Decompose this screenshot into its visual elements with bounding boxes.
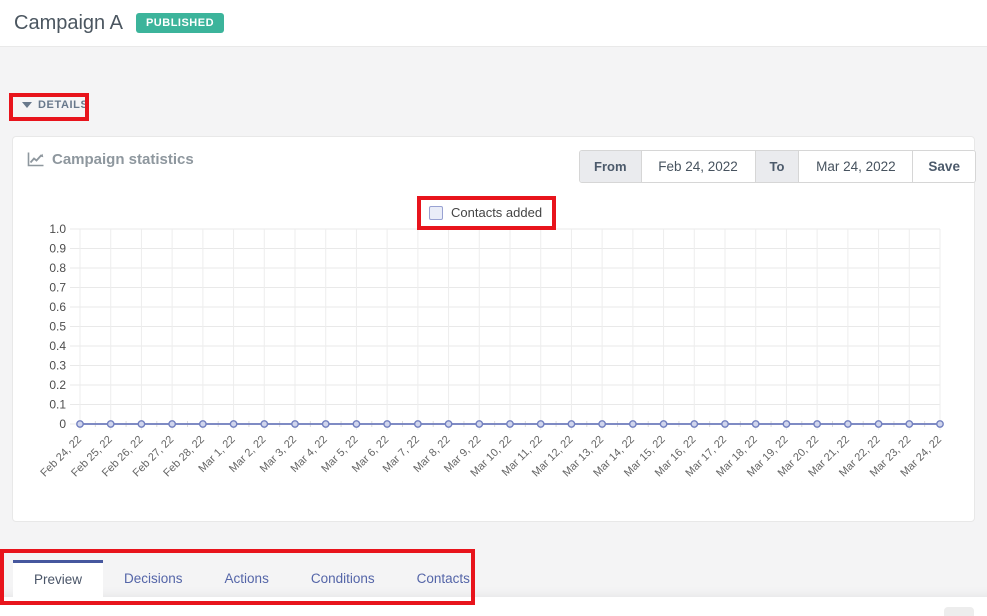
svg-text:0: 0 [59,417,66,431]
scroll-top-button-partial[interactable] [944,607,974,616]
from-label: From [580,151,642,182]
tab-preview[interactable]: Preview [13,560,104,597]
svg-text:0.1: 0.1 [49,398,66,412]
grid-lines [70,228,941,430]
line-chart-icon [27,152,44,167]
tab-conditions[interactable]: Conditions [310,571,375,586]
panel-title: Campaign statistics [27,151,194,168]
page-title: Campaign A [14,11,123,34]
to-label: To [755,151,800,182]
tab-actions[interactable]: Actions [224,571,269,586]
series-contacts-added [76,420,944,428]
svg-text:0.4: 0.4 [49,339,66,353]
y-axis-labels: 0 0.1 0.2 0.3 0.4 0.5 0.6 0.7 0.8 0.9 1.0 [49,222,66,431]
details-toggle-label: DETAILS [38,99,89,111]
details-toggle[interactable]: DETAILS [22,99,88,111]
panel-title-text: Campaign statistics [52,151,194,168]
legend-checkbox[interactable] [429,205,443,220]
svg-text:0.6: 0.6 [49,300,66,314]
status-badge: PUBLISHED [135,13,225,33]
to-date-input[interactable] [799,151,914,182]
svg-text:0.8: 0.8 [49,261,66,275]
svg-text:0.9: 0.9 [49,242,66,256]
from-date-input[interactable] [641,151,756,182]
svg-text:0.5: 0.5 [49,320,66,334]
date-range-group: From To Save [579,150,976,183]
svg-text:0.2: 0.2 [49,378,66,392]
tabs-bar: Preview Decisions Actions Conditions Contact… [13,560,491,597]
tab-contacts[interactable]: Contacts [416,571,470,586]
campaign-statistics-chart: 0 0.1 0.2 0.3 0.4 0.5 0.6 0.7 0.8 0.9 1.0 Feb 24, 2… [38,222,944,480]
legend-contacts-added[interactable]: Contacts added [429,205,542,220]
svg-text:0.3: 0.3 [49,359,66,373]
svg-text:0.7: 0.7 [49,281,66,295]
page-header: Campaign A PUBLISHED [0,0,987,47]
tab-decisions[interactable]: Decisions [124,571,183,586]
svg-text:1.0: 1.0 [49,222,66,236]
save-button[interactable]: Save [913,151,975,182]
caret-down-icon [22,102,32,108]
legend-label: Contacts added [451,205,543,220]
